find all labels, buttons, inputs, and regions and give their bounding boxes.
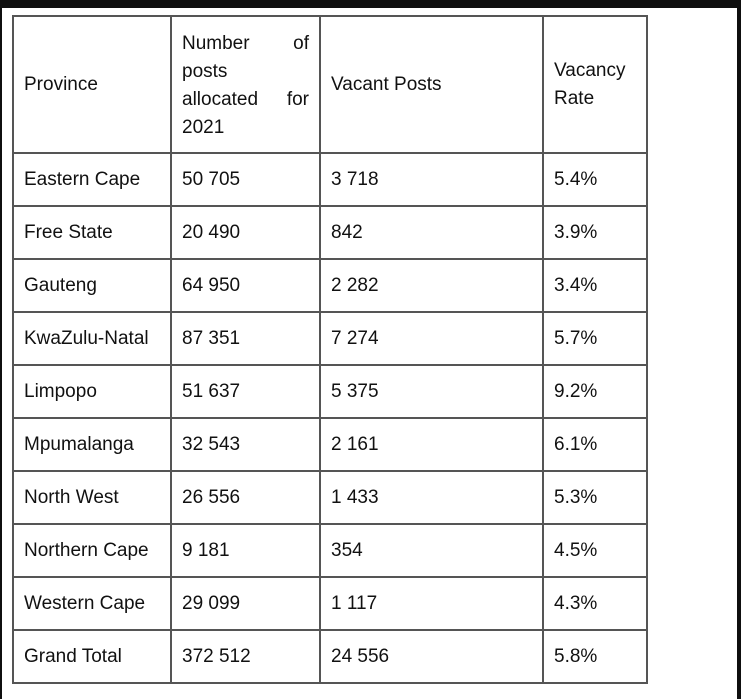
vacant-cell: 1 117 [319, 576, 544, 631]
header-posts-line-2: posts [182, 60, 228, 82]
rate-cell: 3.4% [542, 258, 648, 313]
province-cell: Limpopo [12, 364, 172, 419]
header-posts-word-for: for [286, 88, 309, 110]
table-row: Northern Cape 9 181 354 4.5% [12, 523, 648, 578]
vacant-cell: 5 375 [319, 364, 544, 419]
header-posts-word-number: Number [182, 32, 250, 54]
header-posts-word-of: of [293, 32, 309, 54]
posts-cell: 51 637 [170, 364, 321, 419]
total-rate-cell: 5.8% [542, 629, 648, 684]
rate-cell: 4.3% [542, 576, 648, 631]
province-cell: Gauteng [12, 258, 172, 313]
table-row: North West 26 556 1 433 5.3% [12, 470, 648, 525]
total-label-cell: Grand Total [12, 629, 172, 684]
vacant-cell: 354 [319, 523, 544, 578]
table-row: Western Cape 29 099 1 117 4.3% [12, 576, 648, 631]
table-row: Mpumalanga 32 543 2 161 6.1% [12, 417, 648, 472]
rate-cell: 5.7% [542, 311, 648, 366]
rate-cell: 9.2% [542, 364, 648, 419]
total-vacant-cell: 24 556 [319, 629, 544, 684]
province-cell: KwaZulu-Natal [12, 311, 172, 366]
header-rate-line-2: Rate [554, 87, 595, 109]
table-row: Eastern Cape 50 705 3 718 5.4% [12, 152, 648, 207]
rate-cell: 5.4% [542, 152, 648, 207]
posts-cell: 29 099 [170, 576, 321, 631]
province-cell: North West [12, 470, 172, 525]
posts-cell: 50 705 [170, 152, 321, 207]
posts-cell: 87 351 [170, 311, 321, 366]
province-cell: Eastern Cape [12, 152, 172, 207]
header-province: Province [12, 15, 172, 154]
province-cell: Western Cape [12, 576, 172, 631]
table-row: Gauteng 64 950 2 282 3.4% [12, 258, 648, 313]
grand-total-row: Grand Total 372 512 24 556 5.8% [12, 629, 648, 684]
posts-cell: 32 543 [170, 417, 321, 472]
header-posts-word-allocated: allocated [182, 88, 259, 110]
vacant-cell: 842 [319, 205, 544, 260]
province-cell: Free State [12, 205, 172, 260]
province-cell: Northern Cape [12, 523, 172, 578]
header-vacant-posts: Vacant Posts [319, 15, 544, 154]
posts-cell: 26 556 [170, 470, 321, 525]
vacant-cell: 7 274 [319, 311, 544, 366]
rate-cell: 3.9% [542, 205, 648, 260]
vacant-cell: 3 718 [319, 152, 544, 207]
header-posts-line-4: 2021 [182, 116, 225, 138]
vacant-cell: 1 433 [319, 470, 544, 525]
province-cell: Mpumalanga [12, 417, 172, 472]
vacant-cell: 2 282 [319, 258, 544, 313]
header-vacancy-rate: Vacancy Rate [542, 15, 648, 154]
rate-cell: 5.3% [542, 470, 648, 525]
table-row: Free State 20 490 842 3.9% [12, 205, 648, 260]
vacant-cell: 2 161 [319, 417, 544, 472]
document-page: Province Number of posts allocated for 2… [2, 8, 737, 699]
total-posts-cell: 372 512 [170, 629, 321, 684]
vacancy-table: Province Number of posts allocated for 2… [12, 15, 648, 684]
posts-cell: 9 181 [170, 523, 321, 578]
header-row: Province Number of posts allocated for 2… [12, 15, 648, 154]
header-posts-line-3: allocated for [182, 86, 309, 114]
rate-cell: 4.5% [542, 523, 648, 578]
posts-cell: 20 490 [170, 205, 321, 260]
header-rate-line-1: Vacancy [554, 59, 626, 81]
rate-cell: 6.1% [542, 417, 648, 472]
posts-cell: 64 950 [170, 258, 321, 313]
header-posts-allocated: Number of posts allocated for 2021 [170, 15, 321, 154]
header-posts-line-1: Number of [182, 30, 309, 58]
table-row: KwaZulu-Natal 87 351 7 274 5.7% [12, 311, 648, 366]
table-row: Limpopo 51 637 5 375 9.2% [12, 364, 648, 419]
